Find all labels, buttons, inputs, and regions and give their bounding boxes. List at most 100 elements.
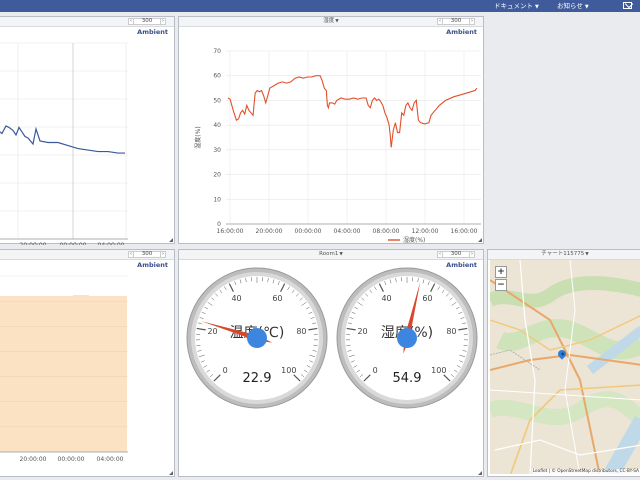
minor-tick [305,306,310,310]
minor-tick [309,354,316,358]
major-tick [213,374,221,382]
x-tick-label: 00:00:00 [60,242,87,245]
y-tick-label: 30 [213,147,221,154]
plot-area: 20:00:00 00:00:00 04:00:00 [0,42,128,245]
gauge-hub [247,328,267,348]
minor-tick [306,365,311,368]
count-selector[interactable]: ‹ 300 › [128,251,166,258]
minor-tick [272,279,275,284]
ambient-link[interactable]: Ambient [446,261,477,269]
increment-arrow[interactable]: › [160,18,166,25]
major-tick [430,283,436,292]
panel-humidity-chart: 湿度▼ ‹ 300 › Ambient 0 10 20 30 40 50 60 70 16:00… [178,16,484,244]
y-axis-label: 湿度(%) [194,126,202,148]
envelope-icon[interactable] [623,2,632,9]
minor-tick [203,365,208,368]
legend-label: 湿度(%) [403,236,425,244]
chevron-down-icon: ▼ [535,4,539,10]
increment-arrow[interactable]: › [469,18,475,25]
humidity-line-chart: 0 10 20 30 40 50 60 70 16:00:00 20:00:00 00:00:00 0… [194,48,481,244]
minor-tick [389,279,392,284]
minor-tick [353,365,358,368]
minor-tick [346,344,351,346]
zoom-in-button[interactable]: + [495,266,507,278]
plot-area: 0 10 20 30 40 50 60 70 16:00:00 20:00:00 00:00:00 0… [194,48,481,244]
minor-tick [462,350,467,352]
ambient-link[interactable]: Ambient [446,28,477,36]
minor-tick [287,286,290,291]
ambient-link[interactable]: Ambient [137,28,168,36]
panel-bar-chart: ‹ 300 › Ambient 20:00:00 00:00:00 04:00:00 [0,249,175,477]
series-line [227,75,478,148]
minor-tick [197,350,202,352]
panel-title-bar[interactable]: チャート115775▼ [488,250,640,260]
menu-news[interactable]: お知らせ ▼ [557,1,589,12]
series-line [0,125,125,154]
x-tick-label: 00:00:00 [58,456,85,463]
minor-tick [312,350,317,352]
resize-handle[interactable] [169,238,173,242]
gauge-hub [397,328,417,348]
x-tick-label: 08:00:00 [373,228,400,235]
minor-tick [291,289,295,294]
minor-tick [234,281,237,286]
minor-tick [350,360,355,363]
gauge-value: 22.9 [243,371,272,386]
gauge-tick-label: 80 [296,327,306,336]
count-selector[interactable]: ‹ 300 › [128,18,166,25]
minor-tick [459,354,466,358]
minor-tick [313,344,318,346]
minor-tick [365,293,369,297]
bar-chart: 20:00:00 00:00:00 04:00:00 [0,275,128,463]
minor-tick [245,278,247,283]
gauge-tick-label: 80 [446,327,456,336]
chevron-down-icon: ▼ [339,252,343,257]
minor-tick [304,369,308,373]
gauge-tick-label: 20 [207,327,217,336]
major-tick [293,374,301,382]
legend: 湿度(%) [388,236,425,244]
minor-tick [361,297,365,301]
minor-tick [267,278,269,283]
major-tick [280,283,286,292]
chevron-down-icon: ▼ [335,19,339,24]
menu-documents[interactable]: ドキュメント ▼ [494,1,539,12]
increment-arrow[interactable]: › [160,251,166,258]
panel-title-bar [0,250,174,260]
decrement-arrow[interactable]: ‹ [437,18,443,25]
resize-handle[interactable] [169,471,173,475]
minor-tick [224,286,227,291]
decrement-arrow[interactable]: ‹ [437,251,443,258]
minor-tick [347,350,352,352]
minor-tick [209,374,214,378]
menu-documents-label: ドキュメント [494,2,533,10]
increment-arrow[interactable]: › [469,251,475,258]
major-tick [458,327,468,331]
resize-handle[interactable] [478,471,482,475]
minor-tick [384,281,387,286]
minor-tick [369,289,373,294]
minor-tick [201,311,206,314]
count-selector[interactable]: ‹ 300 › [437,18,475,25]
map-view[interactable]: + − Leaflet | © OpenStreetMap distributo… [490,260,640,474]
top-navigation-bar: ドキュメント ▼ お知らせ ▼ [0,0,640,12]
count-selector[interactable]: ‹ 300 › [437,251,475,258]
decrement-arrow[interactable]: ‹ [128,251,134,258]
temperature-gauge: 020406080100温度(℃)22.9 [186,267,328,409]
minor-tick [441,289,445,294]
panel-title-bar[interactable]: 湿度▼ [179,17,483,27]
minor-tick [456,365,461,368]
panel-title-bar[interactable]: Room1▼ [179,250,483,260]
major-tick [346,327,356,331]
zoom-out-button[interactable]: − [495,279,507,291]
minor-tick [198,354,205,358]
y-tick-label: 60 [213,73,221,80]
minor-tick [301,301,307,306]
resize-handle[interactable] [478,238,482,242]
panel-gauges: Room1▼ ‹ 300 › Ambient 020406080100温度(℃)… [178,249,484,477]
minor-tick [460,317,465,319]
minor-tick [207,301,213,306]
ambient-link[interactable]: Ambient [137,261,168,269]
minor-tick [356,369,360,373]
decrement-arrow[interactable]: ‹ [128,18,134,25]
